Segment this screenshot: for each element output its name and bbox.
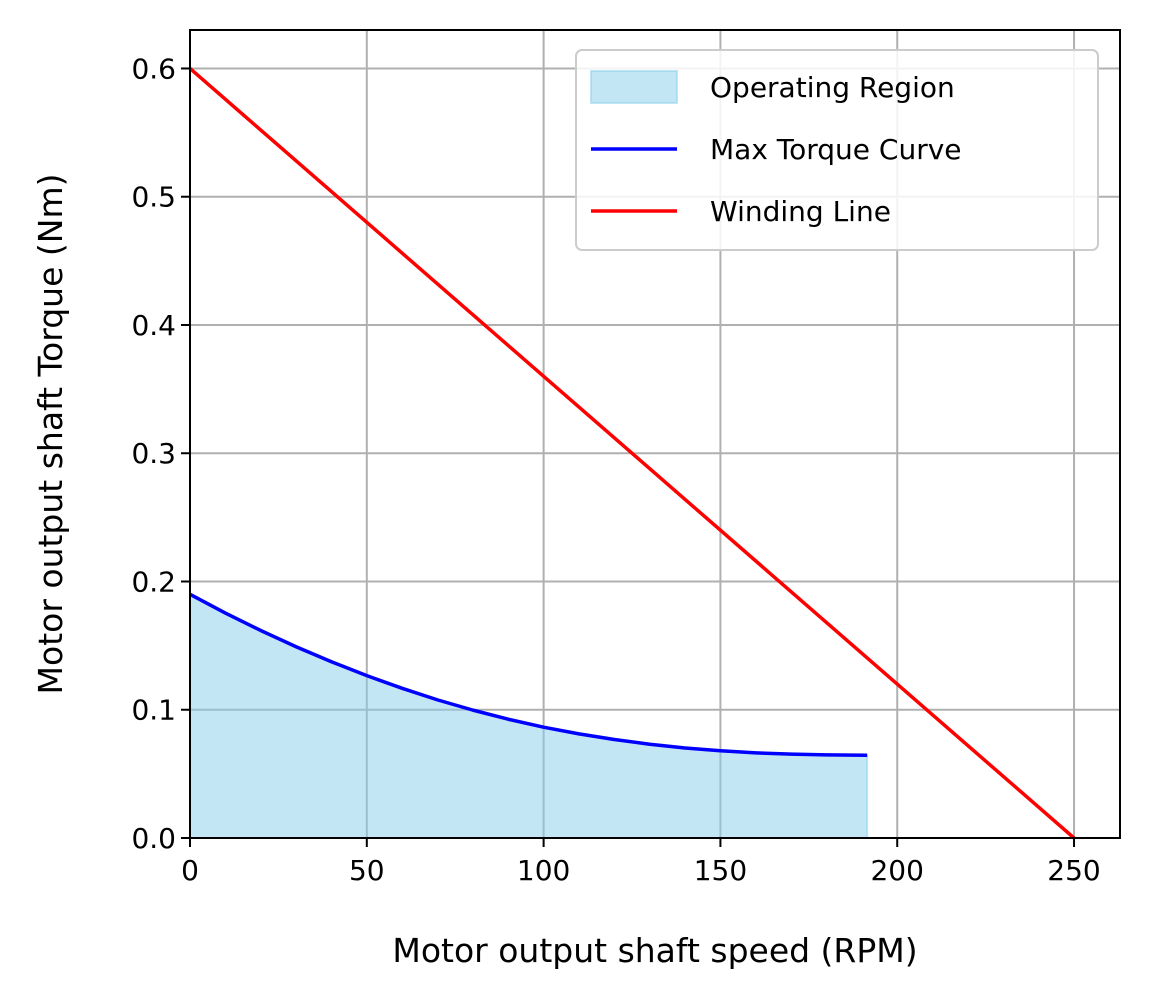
x-tick-label: 50 [349,854,385,887]
series-max-torque-curve [189,592,868,758]
y-tick-label: 0.0 [131,822,176,855]
y-tick-label: 0.1 [131,694,176,727]
x-tick-label: 200 [870,854,923,887]
legend-swatch-operating-region [590,70,678,104]
line-layer [188,67,1076,840]
y-tick-label: 0.2 [131,565,176,598]
x-tick-label: 250 [1047,854,1100,887]
legend-label-winding-line: Winding Line [710,195,891,228]
y-tick-label: 0.6 [131,52,176,85]
y-tick-label: 0.4 [131,309,176,342]
legend-box [575,49,1099,251]
legend-label-operating-region: Operating Region [710,71,955,104]
ticks: 0 50 100 150 200 250 0.0 0.1 0.2 0.3 0.4 0.5 0.6 [131,52,1100,887]
x-tick-label: 100 [517,854,570,887]
plot-frame [189,29,1121,839]
legend-label-max-torque-curve: Max Torque Curve [710,133,962,166]
y-tick-label: 0.3 [131,437,176,470]
y-axis-label: Motor output shaft Torque (Nm) [31,174,70,695]
y-tick-label: 0.5 [131,181,176,214]
legend: Operating Region Max Torque Curve Winding … [575,49,1099,251]
x-tick-label: 150 [694,854,747,887]
x-axis-label: Motor output shaft speed (RPM) [392,931,917,970]
series-winding-line [188,67,1076,840]
x-tick-label: 0 [181,854,199,887]
